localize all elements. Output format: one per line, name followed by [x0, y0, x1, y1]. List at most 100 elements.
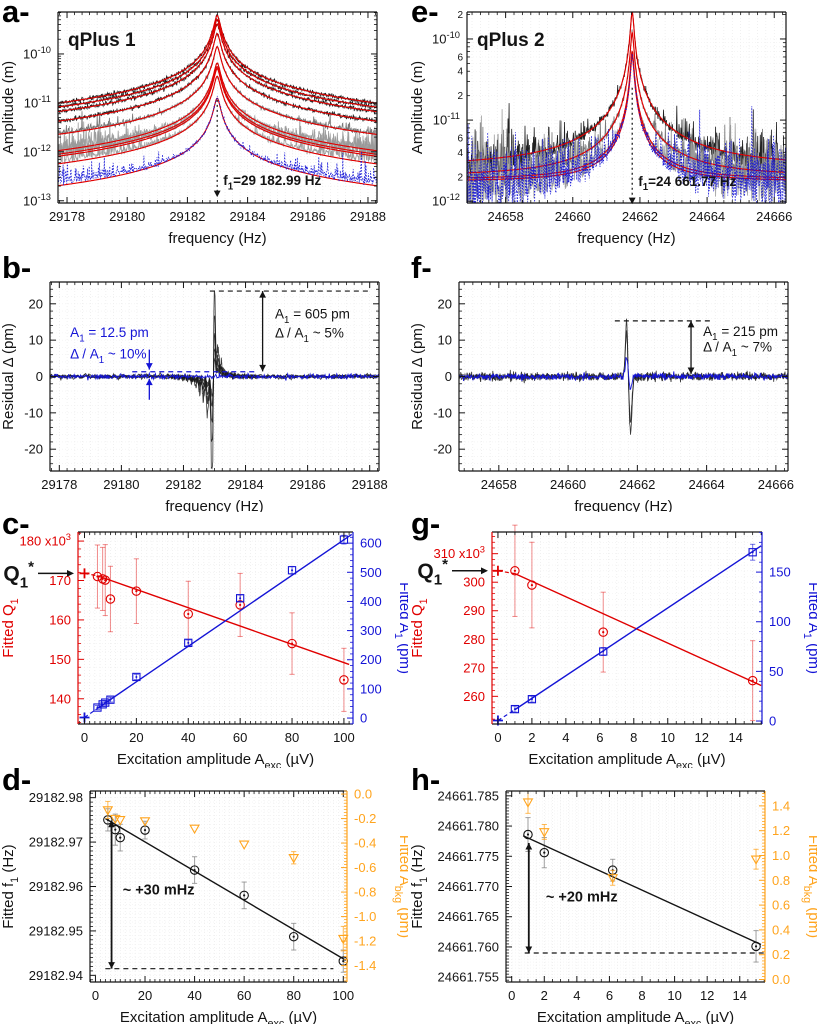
x-axis-label: frequency (Hz) — [165, 498, 263, 512]
panel-b: A1 = 605 pm Δ / A1 ~ 5% A1 = 12.5 pm Δ / A1… — [0, 250, 408, 515]
svg-text:24661.760: 24661.760 — [438, 939, 499, 954]
svg-text:-20: -20 — [433, 442, 452, 457]
chart-g: Q1* 0 2 4 6 8 10 12 14 310 x103 300 290 280 270 260 150… — [409, 512, 817, 773]
svg-text:29186: 29186 — [290, 477, 326, 492]
ticks: 0 2 4 6 8 10 12 14 310 x103 300 290 280 270 260 150 100… — [434, 531, 791, 745]
resonance-fit — [58, 68, 377, 157]
fit-line-extrapolation — [497, 709, 516, 722]
arrowhead — [145, 378, 153, 386]
svg-text:150: 150 — [769, 565, 791, 580]
y-axis-label-left: Residual Δ (pm) — [0, 323, 17, 430]
arrowhead — [687, 320, 695, 328]
plot-area-f — [459, 318, 788, 435]
qstar-label: Q1* — [3, 559, 34, 592]
svg-text:100: 100 — [360, 681, 382, 696]
svg-text:8: 8 — [630, 730, 637, 745]
x-axis-label: Excitation amplitude Aexc (µV) — [528, 751, 725, 768]
svg-text:-1.2: -1.2 — [354, 934, 376, 949]
arrowhead — [108, 820, 115, 828]
annotations: Q1* — [3, 559, 74, 592]
gridlines — [78, 532, 353, 724]
svg-text:140: 140 — [49, 691, 71, 706]
annotation-text: ~ +20 mHz — [546, 890, 618, 906]
annotations: ~ +30 mHz — [105, 820, 334, 970]
svg-text:29188: 29188 — [352, 477, 388, 492]
ticks: 24658 24660 24662 24664 2466610-1010-1110-12… — [432, 10, 792, 224]
svg-text:0.6: 0.6 — [772, 898, 790, 913]
svg-text:300: 300 — [360, 623, 382, 638]
svg-text:-0.4: -0.4 — [354, 836, 376, 851]
plot-title: qPlus 1 — [68, 30, 136, 51]
svg-text:6: 6 — [596, 730, 603, 745]
svg-text:10-11: 10-11 — [433, 111, 460, 127]
svg-text:0.8: 0.8 — [772, 873, 790, 888]
svg-text:24664: 24664 — [689, 477, 725, 492]
svg-text:29182.96: 29182.96 — [29, 879, 83, 894]
svg-text:6: 6 — [457, 134, 463, 145]
svg-text:24666: 24666 — [756, 209, 792, 224]
svg-text:600: 600 — [360, 536, 382, 551]
chart-d: ~ +30 mHz 0 20 40 60 80 100 29182.98 29182.97 291… — [0, 768, 413, 1024]
panel-c: Q1* 0 20 40 60 80 100 180 x103 170 160 150 140 600 50… — [0, 506, 413, 772]
chart-h: ~ +20 mHz 0 2 4 6 8 10 12 14 24661.785 24661.780 24… — [409, 768, 817, 1024]
svg-text:2: 2 — [457, 91, 463, 102]
resonance-data-blue — [58, 95, 377, 186]
x-axis-label: Excitation amplitude Aexc (µV) — [117, 751, 314, 768]
annotation-text: Δ / A1 ~ 7% — [703, 339, 772, 358]
y-axis-label-left: Residual Δ (pm) — [409, 323, 426, 430]
y-axis-label-left: Amplitude (m) — [0, 61, 17, 154]
series-right — [79, 533, 353, 723]
svg-text:10-12: 10-12 — [23, 143, 51, 159]
svg-text:10: 10 — [29, 333, 43, 348]
svg-text:24661.755: 24661.755 — [438, 970, 499, 985]
x-axis-label: Excitation amplitude Aexc (µV) — [120, 1009, 317, 1024]
svg-text:14: 14 — [728, 730, 742, 745]
svg-text:-0.2: -0.2 — [354, 811, 376, 826]
resonance-fit — [58, 14, 377, 104]
svg-text:24661.765: 24661.765 — [438, 909, 499, 924]
arrowhead — [108, 962, 115, 969]
y-axis-label-left: Fitted f1 (Hz) — [0, 844, 21, 928]
chart-c: Q1* 0 20 40 60 80 100 180 x103 170 160 150 140 600 50… — [0, 512, 413, 773]
annotations: f1=29 182.99 Hz — [213, 99, 322, 198]
svg-text:0.2: 0.2 — [772, 947, 790, 962]
annotations: Q1* — [417, 556, 488, 589]
y-axis-label-left: Amplitude (m) — [409, 61, 426, 154]
svg-text:1.4: 1.4 — [772, 798, 790, 813]
svg-text:170: 170 — [49, 573, 71, 588]
chart-a: f1=29 182.99 Hz 29178 29180 29182 29184 29186… — [0, 0, 408, 261]
svg-text:10: 10 — [661, 730, 675, 745]
svg-text:100: 100 — [332, 988, 354, 1003]
chart-a: f1=29 182.99 Hz 29178 29180 29182 29184 29186… — [0, 11, 386, 247]
chart-g: Q1* 0 2 4 6 8 10 12 14 310 x103 300 290 280 270 260 150… — [409, 524, 817, 772]
svg-text:-0.6: -0.6 — [354, 860, 376, 875]
svg-text:80: 80 — [285, 730, 299, 745]
svg-text:24658: 24658 — [481, 477, 517, 492]
svg-text:10-11: 10-11 — [24, 94, 51, 110]
panel-e: f1=24 661.77 Hz 24658 24660 24662 24664 24666… — [409, 0, 817, 256]
ticks: 0 20 40 60 80 100 29182.98 29182.97 29182.96 2918… — [29, 787, 377, 1003]
panel-letter-a: a- — [2, 0, 30, 29]
arrowhead — [259, 364, 267, 372]
svg-text:-10: -10 — [433, 405, 452, 420]
svg-text:200: 200 — [360, 652, 382, 667]
svg-text:24660: 24660 — [555, 209, 591, 224]
svg-text:400: 400 — [360, 594, 382, 609]
series-left — [103, 808, 349, 973]
svg-text:29182.98: 29182.98 — [29, 790, 83, 805]
plot-area-b — [50, 290, 379, 470]
zero-excitation-marker — [79, 568, 90, 579]
svg-text:260: 260 — [463, 689, 485, 704]
panel-letter-h: h- — [411, 762, 441, 797]
svg-text:24658: 24658 — [488, 209, 524, 224]
series-right — [102, 800, 349, 952]
svg-text:24661.785: 24661.785 — [438, 788, 499, 803]
svg-text:160: 160 — [49, 612, 71, 627]
arrowhead — [213, 190, 221, 198]
plot-area-e — [467, 12, 786, 203]
svg-text:40: 40 — [187, 988, 201, 1003]
y-axis-label-left: Fitted Q1 — [0, 598, 21, 657]
annotations: f1=24 661.77 Hz — [628, 87, 737, 205]
svg-text:0: 0 — [508, 988, 515, 1003]
fit-line — [514, 545, 762, 711]
